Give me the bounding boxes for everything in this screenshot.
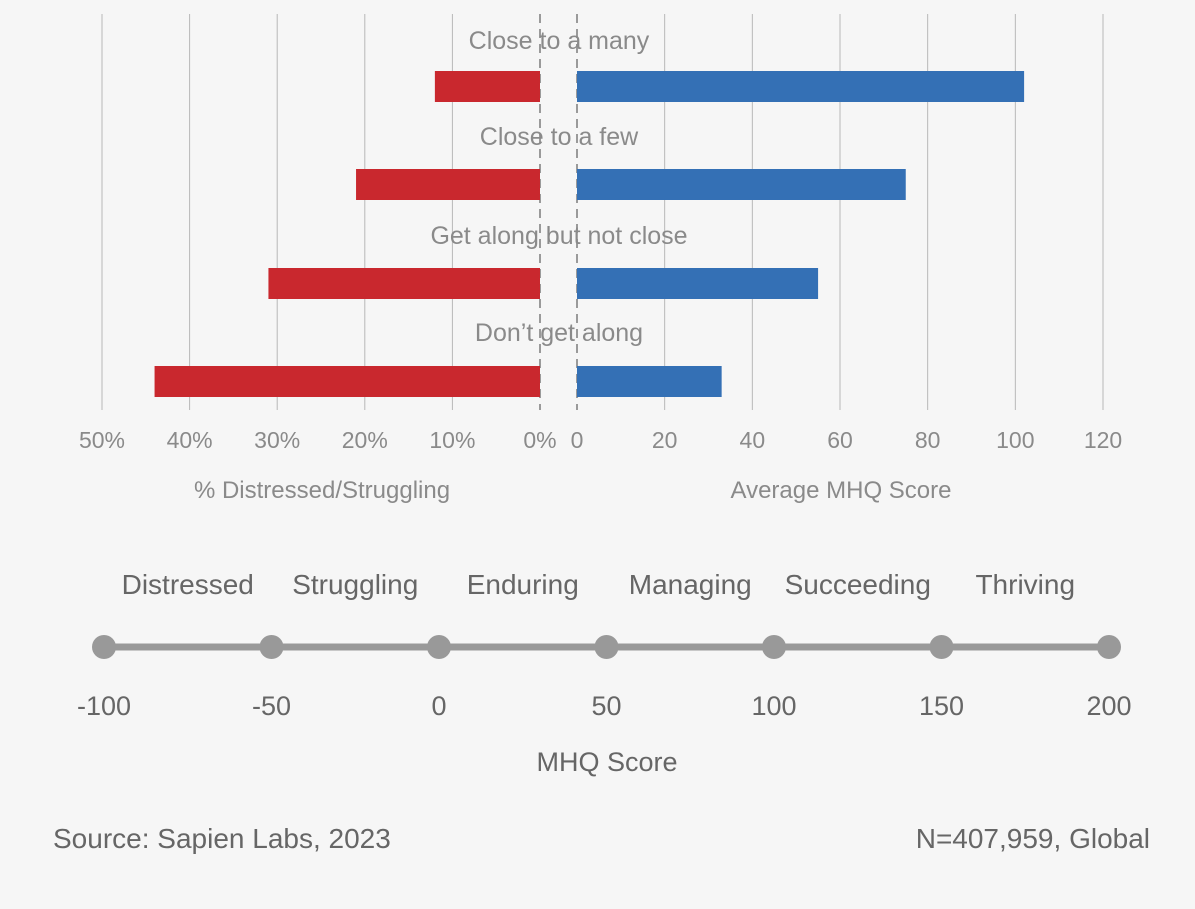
scale-category-label: Struggling — [292, 569, 418, 600]
bar-distressed-struggling — [268, 268, 540, 299]
scale-dot — [92, 635, 116, 659]
tick-label-left: 50% — [79, 427, 125, 453]
bars — [154, 71, 1025, 397]
axis-title-left: % Distressed/Struggling — [194, 477, 450, 504]
source-note: Source: Sapien Labs, 2023 — [53, 823, 391, 854]
bar-distressed-struggling — [356, 169, 540, 200]
scale-dot — [594, 635, 619, 659]
bar-average-mhq — [577, 71, 1025, 102]
tick-label-right: 60 — [827, 427, 853, 453]
scale-title: MHQ Score — [536, 747, 677, 777]
scale-tick-label: 100 — [751, 691, 796, 721]
category-label: Close to a few — [480, 123, 639, 151]
category-label: Close to a many — [469, 27, 650, 55]
scale-category-label: Thriving — [975, 569, 1075, 600]
tick-label-left: 0% — [523, 427, 556, 453]
scale-category-label: Enduring — [467, 569, 579, 600]
bar-average-mhq — [577, 366, 722, 397]
category-labels: Close to a many Close to a few Get along b… — [430, 27, 687, 347]
scale-tick-label: 50 — [591, 691, 621, 721]
mhq-scale: -100 -50 0 50 100 150 200 Distressed Struggling E… — [77, 569, 1132, 777]
tick-label-right: 120 — [1084, 427, 1122, 453]
scale-category-label: Succeeding — [785, 569, 931, 600]
tick-label-right: 20 — [652, 427, 678, 453]
category-label: Don’t get along — [475, 319, 643, 347]
center-divider — [539, 14, 578, 410]
scale-dot — [259, 635, 284, 659]
scale-tick-label: -100 — [77, 691, 131, 721]
scale-tick-label: -50 — [252, 691, 291, 721]
scale-dot — [1097, 635, 1121, 659]
bar-average-mhq — [577, 169, 906, 200]
tick-label-right: 80 — [915, 427, 941, 453]
bar-average-mhq — [577, 268, 819, 299]
bar-distressed-struggling — [434, 71, 540, 102]
category-label: Get along but not close — [430, 222, 687, 250]
axis-titles: % Distressed/Struggling Average MHQ Score — [194, 477, 952, 504]
scale-tick-label: 0 — [431, 691, 446, 721]
scale-dot — [762, 635, 786, 659]
scale-dot — [929, 635, 954, 659]
scale-category-label: Distressed — [122, 569, 254, 600]
tick-label-left: 20% — [342, 427, 388, 453]
scale-tick-label: 150 — [919, 691, 964, 721]
scale-tick-label: 200 — [1086, 691, 1131, 721]
tick-label-left: 10% — [429, 427, 475, 453]
tick-labels: 50% 40% 30% 20% 10% 0% 0 20 40 60 80 100 120 — [79, 427, 1122, 453]
tick-label-left: 30% — [254, 427, 300, 453]
scale-category-label: Managing — [629, 569, 752, 600]
tick-label-right: 100 — [996, 427, 1034, 453]
scale-dot — [427, 635, 451, 659]
bar-distressed-struggling — [154, 366, 540, 397]
tick-label-left: 40% — [167, 427, 213, 453]
tick-label-right: 0 — [571, 427, 584, 453]
sample-note: N=407,959, Global — [915, 823, 1150, 854]
tick-label-right: 40 — [740, 427, 766, 453]
axis-title-right: Average MHQ Score — [731, 477, 952, 504]
